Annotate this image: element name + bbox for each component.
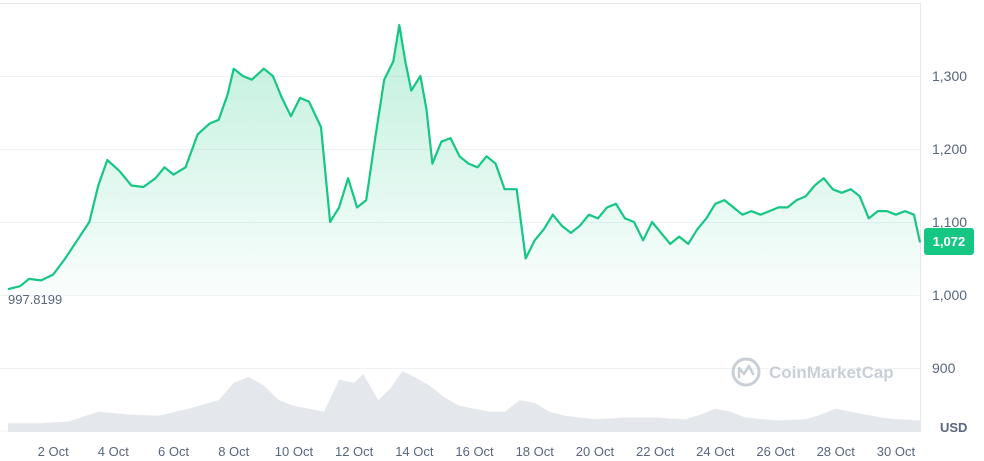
- x-tick-label: 8 Oct: [218, 444, 249, 459]
- x-tick-label: 12 Oct: [335, 444, 374, 459]
- volume-area: [1, 371, 920, 432]
- x-tick-label: 2 Oct: [38, 444, 69, 459]
- currency-unit-label: USD: [940, 420, 967, 435]
- price-series: [7, 23, 922, 296]
- y-tick-label: 900: [932, 360, 956, 376]
- current-price-badge-bg: [924, 228, 974, 255]
- x-tick-label: 22 Oct: [636, 444, 675, 459]
- x-tick-label: 16 Oct: [455, 444, 494, 459]
- x-tick-label: 26 Oct: [756, 444, 795, 459]
- cmc-logo-icon: [731, 357, 761, 387]
- y-tick-label: 1,300: [932, 68, 967, 84]
- coinmarketcap-watermark: CoinMarketCap: [731, 357, 894, 387]
- watermark-text: CoinMarketCap: [769, 363, 894, 382]
- x-tick-label: 24 Oct: [696, 444, 735, 459]
- current-price-label: 1,072: [933, 234, 966, 249]
- x-tick-label: 20 Oct: [576, 444, 615, 459]
- price-line: [7, 23, 922, 291]
- x-tick-label: 4 Oct: [98, 444, 129, 459]
- start-value-label: 997.8199: [8, 292, 62, 307]
- y-tick-label: 1,000: [932, 287, 967, 303]
- x-tick-label: 6 Oct: [158, 444, 189, 459]
- x-tick-label: 18 Oct: [516, 444, 555, 459]
- y-axis: 900 1,000 1,100 1,200 1,300: [932, 68, 967, 376]
- y-tick-label: 1,100: [932, 214, 967, 230]
- x-tick-label: 28 Oct: [817, 444, 856, 459]
- x-tick-label: 14 Oct: [395, 444, 434, 459]
- x-tick-label: 10 Oct: [275, 444, 314, 459]
- x-axis: 2 Oct 4 Oct 6 Oct 8 Oct 10 Oct 12 Oct 14 Oct 16…: [38, 444, 916, 459]
- x-tick-label: 30 Oct: [877, 444, 916, 459]
- price-area-fill: [8, 24, 920, 296]
- y-tick-label: 1,200: [932, 141, 967, 157]
- current-price-badge: 1,072: [924, 228, 974, 255]
- volume-fill: [8, 371, 920, 432]
